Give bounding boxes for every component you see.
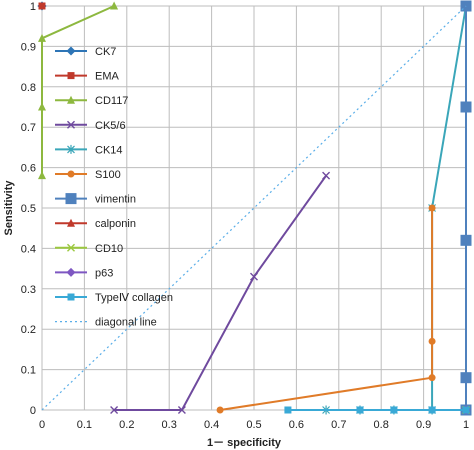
point-marker	[67, 95, 75, 104]
legend-label: p63	[95, 267, 113, 279]
point-marker	[390, 406, 398, 414]
point-marker	[460, 372, 472, 384]
point-marker	[177, 406, 186, 414]
gridlines	[41, 5, 467, 411]
legend-label: EMA	[95, 71, 120, 83]
point-marker	[66, 267, 76, 277]
y-tick-label: 0.6	[21, 163, 36, 175]
legend-label: CK7	[95, 46, 116, 58]
point-marker	[67, 218, 75, 227]
y-axis-title: Sensitivity	[3, 180, 15, 236]
point-marker	[38, 102, 46, 111]
marker-stroke	[110, 406, 119, 414]
x-tick-label: 0.1	[77, 419, 92, 431]
legend: CK7 EMA CD117 CK5/6 CK14 S100 vimentin calponin…	[55, 46, 173, 329]
point-marker	[428, 374, 436, 382]
point-marker	[460, 0, 472, 12]
y-tick-label: 0.4	[21, 243, 36, 255]
x-tick-label: 0.6	[289, 419, 304, 431]
x-tick-label: 0.8	[374, 419, 389, 431]
y-tick-label: 0.3	[21, 284, 36, 296]
point-marker	[428, 204, 436, 212]
legend-item: CD10	[55, 243, 123, 255]
legend-label: S100	[95, 169, 121, 181]
series-line	[114, 175, 327, 411]
marker-stroke	[177, 406, 186, 414]
y-tick-label: 0.2	[21, 324, 36, 336]
series-ck5-6	[110, 171, 331, 414]
legend-item: TypeⅣ collagen	[55, 292, 173, 304]
x-tick-label: 0.7	[331, 419, 346, 431]
point-marker	[66, 46, 76, 56]
marker-stroke	[250, 272, 258, 281]
marker-stroke	[67, 120, 75, 129]
y-tick-label: 0.7	[21, 122, 36, 134]
point-marker	[428, 406, 436, 414]
legend-item: p63	[55, 267, 113, 279]
point-marker	[67, 144, 75, 154]
point-marker	[38, 33, 46, 42]
legend-item: S100	[55, 169, 121, 181]
legend-item: EMA	[55, 71, 120, 83]
y-tick-label: 0.1	[21, 365, 36, 377]
x-tick-label: 0.3	[162, 419, 177, 431]
x-tick-label: 0	[39, 419, 45, 431]
marker-stroke	[67, 243, 75, 252]
x-tick-label: 1	[463, 419, 469, 431]
x-tick-label: 0.5	[246, 419, 261, 431]
point-marker	[460, 101, 472, 113]
legend-label: CD10	[95, 243, 123, 255]
legend-item: CK14	[55, 144, 123, 156]
series-cd117	[38, 1, 119, 180]
y-tick-label: 1	[30, 1, 36, 13]
legend-item: diagonal line	[55, 317, 157, 329]
point-marker	[462, 406, 470, 414]
point-marker	[460, 234, 472, 246]
series-s100	[216, 204, 436, 414]
legend-item: calponin	[55, 218, 136, 230]
legend-label: vimentin	[95, 194, 136, 206]
y-tick-label: 0.5	[21, 203, 36, 215]
point-marker	[356, 406, 364, 414]
legend-label: diagonal line	[95, 317, 157, 329]
series-line	[219, 208, 434, 411]
series-line	[41, 5, 115, 176]
x-axis-title: 1－ specificity	[207, 437, 282, 449]
legend-item: CD117	[55, 95, 128, 107]
point-marker	[216, 406, 224, 414]
x-tick-label: 0.2	[119, 419, 134, 431]
marker-stroke	[322, 171, 331, 180]
legend-label: CK5/6	[95, 120, 126, 132]
point-marker	[322, 171, 331, 180]
series-ema	[38, 2, 46, 10]
point-marker	[67, 72, 75, 80]
point-marker	[38, 2, 46, 10]
y-tick-label: 0	[30, 405, 36, 417]
legend-label: calponin	[95, 218, 136, 230]
point-marker	[110, 406, 119, 414]
series-type-collagen	[284, 406, 470, 414]
point-marker	[250, 272, 258, 281]
legend-item: CK5/6	[55, 120, 126, 132]
legend-label: TypeⅣ collagen	[95, 292, 173, 304]
point-marker	[67, 243, 75, 252]
point-marker	[110, 1, 119, 10]
point-marker	[67, 120, 75, 129]
point-marker	[284, 406, 292, 414]
point-marker	[67, 170, 75, 178]
point-marker	[428, 337, 436, 345]
point-marker	[65, 193, 77, 205]
legend-label: CK14	[95, 144, 123, 156]
legend-label: CD117	[95, 95, 128, 107]
x-tick-label: 0.9	[416, 419, 431, 431]
legend-item: CK7	[55, 46, 116, 58]
legend-item: vimentin	[55, 193, 136, 206]
x-tick-label: 0.4	[204, 419, 219, 431]
point-marker	[38, 171, 46, 180]
y-tick-label: 0.9	[21, 41, 36, 53]
y-tick-label: 0.8	[21, 82, 36, 94]
point-marker	[67, 293, 75, 301]
